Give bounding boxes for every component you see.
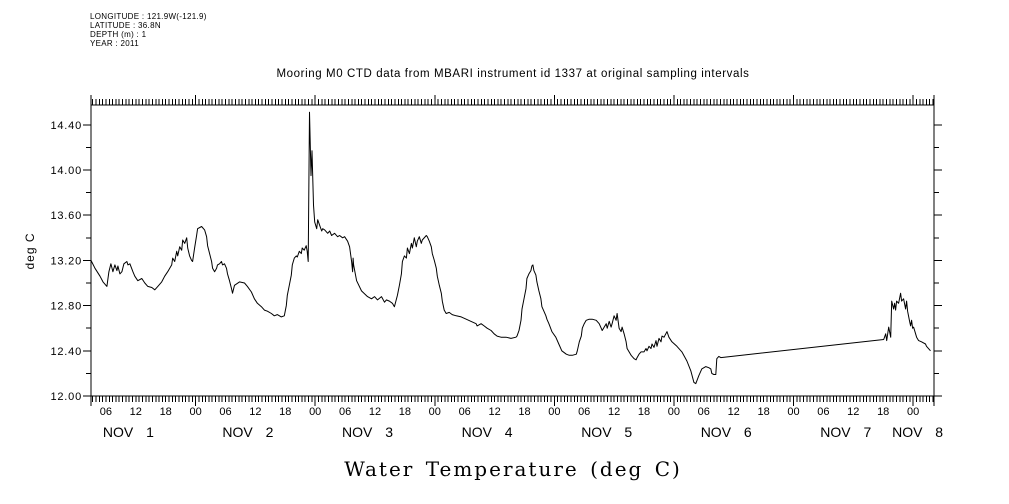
y-tick-label: 14.40 [50, 120, 82, 132]
day-label: NOV 2 [222, 424, 273, 440]
depth-line: DEPTH (m) : 1 [90, 30, 147, 39]
y-tick-label: 13.60 [50, 210, 82, 222]
y-tick-label: 12.40 [50, 346, 82, 358]
hour-label: 18 [518, 406, 530, 418]
hour-label: 06 [817, 406, 829, 418]
y-tick-labels: 12.00 12.40 12.80 13.20 13.60 14.00 14.40 [50, 120, 82, 403]
y-tick-label: 12.80 [50, 301, 82, 313]
hour-label: 06 [698, 406, 710, 418]
hour-label: 00 [429, 406, 441, 418]
hour-label: 06 [100, 406, 112, 418]
day-label: NOV 1 [103, 424, 154, 440]
y-axis-ticks [83, 124, 942, 397]
day-label: NOV 7 [820, 424, 871, 440]
hour-label: 18 [757, 406, 769, 418]
hour-label: 00 [668, 406, 680, 418]
temperature-curve [90, 111, 931, 385]
hour-label: 18 [160, 406, 172, 418]
day-label: NOV 4 [462, 424, 513, 440]
day-label: NOV 8 [892, 424, 943, 440]
hour-label: 12 [488, 406, 500, 418]
figure-caption: Water Temperature (deg C) [344, 457, 682, 481]
hour-label: 00 [309, 406, 321, 418]
day-label: NOV 3 [342, 424, 393, 440]
hour-label: 06 [459, 406, 471, 418]
hour-label: 00 [548, 406, 560, 418]
longitude-line: LONGITUDE : 121.9W(-121.9) [90, 12, 207, 21]
temperature-series-line [90, 111, 931, 385]
y-tick-label: 12.00 [50, 391, 82, 403]
x-axis-ticks [90, 95, 935, 406]
latitude-line: LATITUDE : 36.8N [90, 21, 161, 30]
hour-label: 00 [787, 406, 799, 418]
y-tick-label: 13.20 [50, 255, 82, 267]
hour-label: 12 [369, 406, 381, 418]
hour-label: 12 [130, 406, 142, 418]
hour-label: 12 [847, 406, 859, 418]
plot-frame-box [90, 104, 935, 397]
station-metadata: LONGITUDE : 121.9W(-121.9) LATITUDE : 36… [90, 12, 207, 48]
hour-label: 12 [608, 406, 620, 418]
hour-label: 18 [638, 406, 650, 418]
hour-label: 12 [249, 406, 261, 418]
y-tick-label: 14.00 [50, 165, 82, 177]
plot-frame [90, 104, 935, 397]
hour-label: 18 [279, 406, 291, 418]
hour-label: 06 [219, 406, 231, 418]
plot-title: Mooring M0 CTD data from MBARI instrumen… [276, 68, 750, 80]
hour-label: 06 [578, 406, 590, 418]
hour-label: 00 [189, 406, 201, 418]
hour-label: 18 [399, 406, 411, 418]
hour-label: 18 [877, 406, 889, 418]
year-line: YEAR : 2011 [90, 39, 139, 48]
day-label: NOV 6 [701, 424, 752, 440]
day-label: NOV 5 [581, 424, 632, 440]
hour-labels: 06 12 18 00 06 12 18 00 06 12 18 00 06 12 18 00 06 12 18 00… [100, 406, 919, 418]
hour-label: 00 [907, 406, 919, 418]
hour-label: 06 [339, 406, 351, 418]
hour-label: 12 [728, 406, 740, 418]
day-labels: NOV 1 NOV 2 NOV 3 NOV 4 NOV 5 NOV 6 NOV 7 NOV 8 [103, 424, 943, 440]
